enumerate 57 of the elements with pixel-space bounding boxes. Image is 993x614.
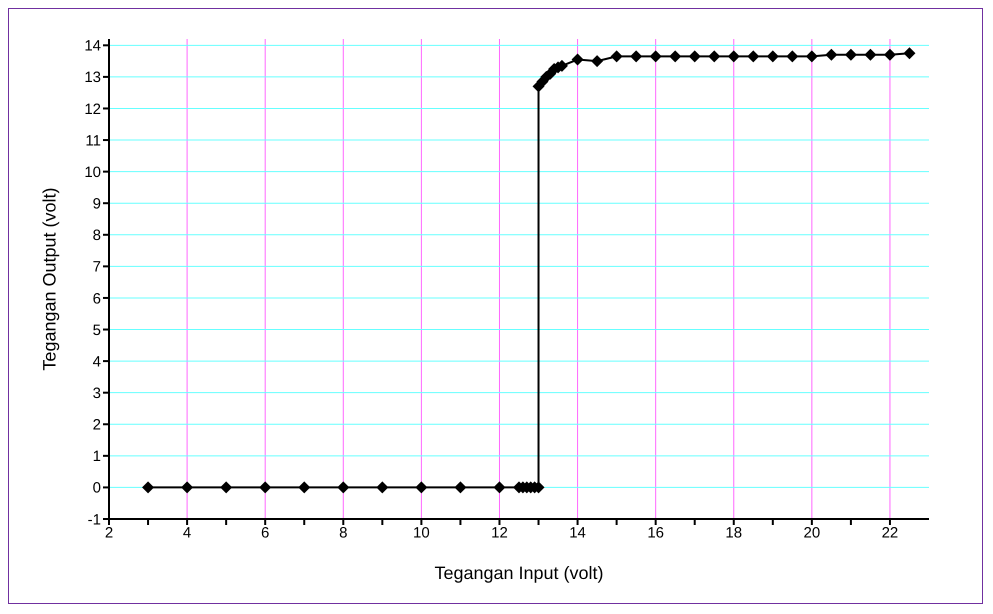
y-tick-label: -1: [88, 511, 101, 528]
point: [572, 54, 584, 66]
y-tick-label: 13: [84, 69, 101, 86]
y-tick-label: 10: [84, 164, 101, 181]
point: [766, 50, 779, 62]
x-tick-label: 4: [182, 524, 192, 542]
point: [669, 50, 682, 62]
x-tick-label: 2: [104, 524, 114, 542]
y-tick-label: 3: [92, 385, 101, 402]
point: [708, 50, 720, 62]
y-tick-label: 9: [92, 196, 101, 213]
y-tick-label: 11: [85, 132, 101, 150]
x-tick-label: 20: [804, 524, 820, 542]
point: [825, 48, 838, 61]
y-tick-label: 12: [84, 100, 101, 118]
x-tick-label: 12: [491, 524, 508, 542]
point: [747, 50, 760, 62]
point: [259, 481, 272, 494]
x-tick-label: 16: [647, 524, 664, 542]
y-tick-label: 14: [84, 38, 101, 55]
y-tick-label: 4: [92, 353, 101, 370]
point: [376, 481, 388, 494]
y-tick-label: 7: [92, 258, 101, 276]
point: [415, 481, 428, 494]
point: [337, 481, 350, 494]
x-tick-label: 14: [569, 524, 586, 542]
point: [181, 481, 194, 494]
x-tick-label: 18: [725, 524, 742, 542]
point: [454, 481, 466, 494]
x-axis-title: Tegangan Input (volt): [434, 563, 604, 583]
point: [650, 50, 662, 62]
point: [884, 48, 896, 61]
point: [806, 50, 818, 62]
point: [630, 50, 642, 62]
y-tick-label: 1: [92, 448, 101, 466]
x-tick-label: 6: [261, 524, 270, 542]
point: [142, 481, 154, 494]
y-tick-label: 8: [92, 227, 101, 244]
y-tick-label: 6: [92, 290, 101, 308]
point: [728, 50, 740, 62]
y-tick-label: 0: [92, 480, 101, 497]
point: [493, 481, 506, 494]
point: [864, 48, 876, 61]
point: [591, 55, 604, 68]
point: [786, 50, 798, 62]
y-axis-title: Tegangan Output (volt): [39, 187, 60, 371]
x-tick-label: 8: [339, 524, 348, 542]
point: [903, 47, 916, 60]
point: [844, 48, 857, 61]
point: [298, 481, 310, 494]
point: [688, 50, 701, 62]
point: [220, 481, 232, 494]
point: [610, 50, 623, 62]
x-tick-label: 10: [413, 524, 430, 542]
y-tick-label: 2: [92, 416, 101, 434]
x-tick-label: 22: [882, 524, 898, 542]
y-tick-label: 5: [92, 322, 101, 339]
